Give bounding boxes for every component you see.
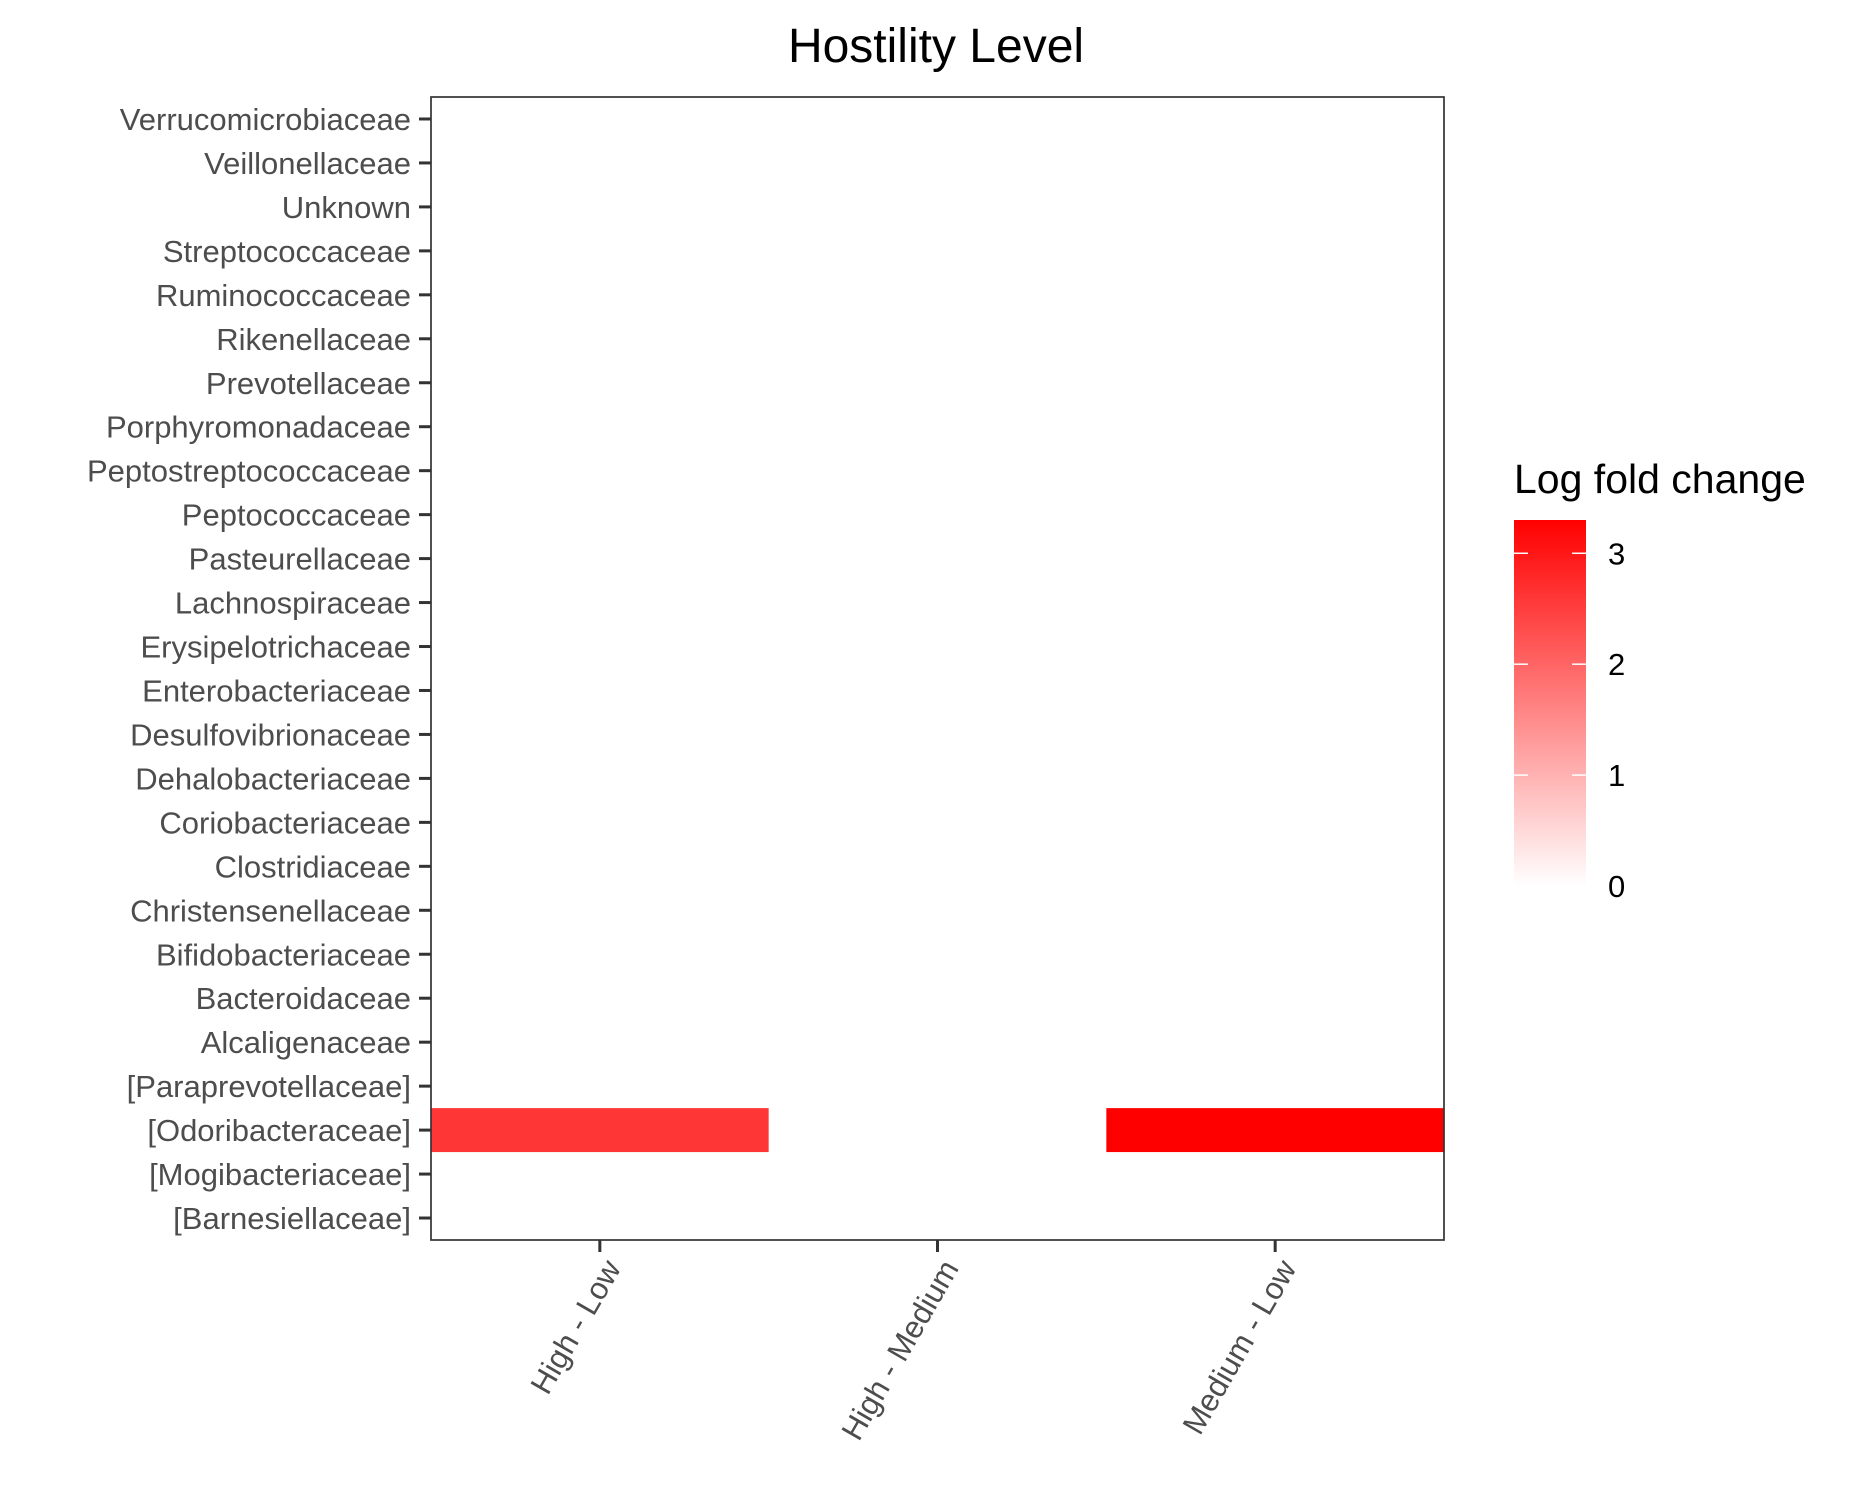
chart-title: Hostility Level xyxy=(788,20,1084,73)
legend-title: Log fold change xyxy=(1514,456,1806,502)
y-tick-label-christensenellaceae: Christensenellaceae xyxy=(130,893,411,928)
y-tick-label-coriobacteriaceae: Coriobacteriaceae xyxy=(159,805,411,840)
y-tick-label-alcaligenaceae: Alcaligenaceae xyxy=(201,1025,411,1060)
y-tick-label-peptococcaceae: Peptococcaceae xyxy=(182,498,411,533)
y-tick-label-mogibacteriaceae: [Mogibacteriaceae] xyxy=(149,1157,411,1192)
y-tick-label-paraprevotellaceae: [Paraprevotellaceae] xyxy=(127,1069,411,1104)
x-tick-label-medium-low: Medium - Low xyxy=(1176,1253,1304,1440)
y-tick-label-desulfovibrionaceae: Desulfovibrionaceae xyxy=(130,717,411,752)
y-tick-label-clostridiaceae: Clostridiaceae xyxy=(215,849,411,884)
legend-tick-label-2: 2 xyxy=(1608,647,1625,682)
y-tick-label-lachnospiraceae: Lachnospiraceae xyxy=(175,586,411,621)
y-tick-label-odoribacteraceae: [Odoribacteraceae] xyxy=(147,1113,411,1148)
y-tick-label-pasteurellaceae: Pasteurellaceae xyxy=(189,542,411,577)
y-tick-label-streptococcaceae: Streptococcaceae xyxy=(163,234,411,269)
y-tick-label-peptostreptococcaceae: Peptostreptococcaceae xyxy=(87,454,411,489)
y-tick-label-enterobacteriaceae: Enterobacteriaceae xyxy=(142,673,411,708)
heatmap-cells xyxy=(431,1108,1444,1153)
x-tick-label-high-low: High - Low xyxy=(523,1253,628,1399)
y-tick-label-unknown: Unknown xyxy=(282,190,411,225)
x-tick-label-high-medium: High - Medium xyxy=(834,1254,965,1446)
y-tick-label-ruminococcaceae: Ruminococcaceae xyxy=(156,278,411,313)
legend-colorbar xyxy=(1514,520,1586,886)
y-tick-label-bifidobacteriaceae: Bifidobacteriaceae xyxy=(156,937,411,972)
y-tick-label-rikenellaceae: Rikenellaceae xyxy=(216,322,411,357)
legend: Log fold change 0 1 2 3 xyxy=(1514,456,1806,904)
heatmap-cell-high-low-odoribacteraceae xyxy=(431,1108,769,1153)
legend-ticks: 0 1 2 3 xyxy=(1514,536,1625,904)
x-axis: High - Low High - Medium Medium - Low xyxy=(523,1240,1304,1446)
y-tick-label-porphyromonadaceae: Porphyromonadaceae xyxy=(106,410,411,445)
y-axis: [Barnesiellaceae] [Mogibacteriaceae] [Odor… xyxy=(87,102,431,1236)
y-tick-label-verrucomicrobiaceae: Verrucomicrobiaceae xyxy=(120,102,411,137)
y-tick-label-prevotellaceae: Prevotellaceae xyxy=(206,366,411,401)
heatmap-cell-medium-low-odoribacteraceae xyxy=(1106,1108,1444,1153)
plot-panel-border xyxy=(430,96,1445,1241)
y-tick-label-dehalobacteriaceae: Dehalobacteriaceae xyxy=(135,761,411,796)
legend-tick-label-1: 1 xyxy=(1608,758,1625,793)
legend-tick-label-3: 3 xyxy=(1608,536,1625,571)
y-tick-label-veillonellaceae: Veillonellaceae xyxy=(204,146,411,181)
y-tick-label-barnesiellaceae: [Barnesiellaceae] xyxy=(173,1201,411,1236)
legend-tick-label-0: 0 xyxy=(1608,869,1625,904)
y-tick-label-erysipelotrichaceae: Erysipelotrichaceae xyxy=(140,630,411,665)
y-tick-label-bacteroidaceae: Bacteroidaceae xyxy=(196,981,411,1016)
